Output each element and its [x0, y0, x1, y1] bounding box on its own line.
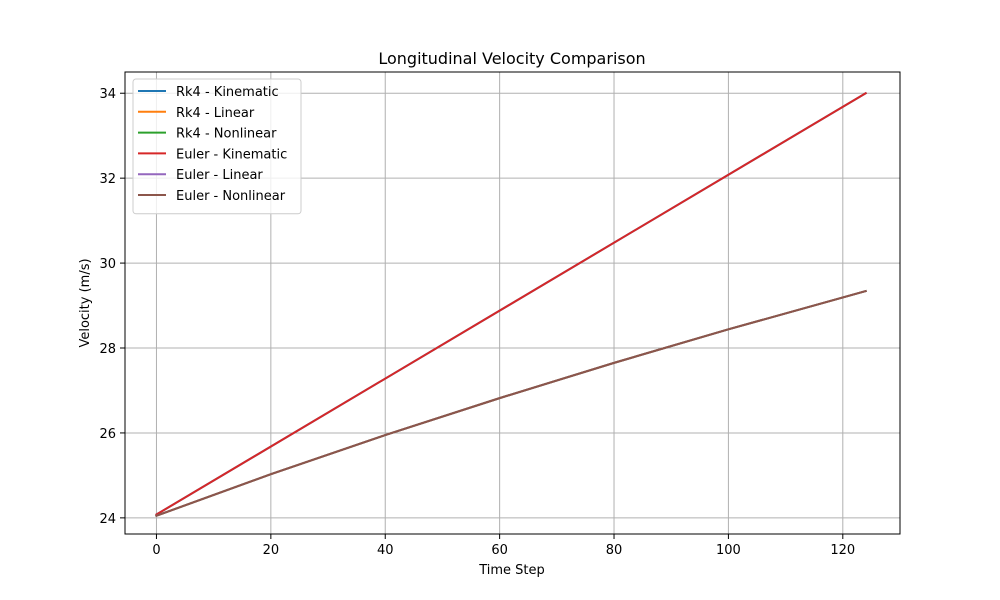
legend-label: Rk4 - Kinematic — [176, 85, 279, 100]
axis-ticks: 0 20 40 60 80 100 120 24 26 28 30 32 34 — [99, 87, 855, 558]
legend-label: Rk4 - Linear — [176, 106, 255, 121]
x-tick-label: 20 — [263, 543, 280, 558]
x-tick-label: 40 — [377, 543, 394, 558]
chart-title: Longitudinal Velocity Comparison — [378, 49, 645, 68]
x-tick-label: 80 — [606, 543, 623, 558]
y-tick-label: 30 — [99, 257, 116, 272]
y-tick-label: 32 — [99, 172, 116, 187]
x-axis-label: Time Step — [478, 563, 545, 578]
y-tick-label: 26 — [99, 427, 116, 442]
y-tick-label: 28 — [99, 342, 116, 357]
legend-label: Euler - Nonlinear — [176, 189, 286, 204]
legend-label: Euler - Kinematic — [176, 147, 287, 162]
x-tick-label: 0 — [152, 543, 160, 558]
y-tick-label: 24 — [99, 512, 116, 527]
legend-box — [132, 78, 302, 215]
x-tick-label: 120 — [830, 543, 855, 558]
series-lines — [155, 91, 868, 518]
plot-frame — [124, 71, 901, 535]
legend-label: Euler - Linear — [176, 168, 263, 183]
y-axis-label: Velocity (m/s) — [78, 258, 93, 347]
x-tick-label: 60 — [491, 543, 508, 558]
series-line-4 — [155, 91, 868, 516]
legend-label: Rk4 - Nonlinear — [176, 127, 277, 142]
x-tick-label: 100 — [716, 543, 741, 558]
grid — [125, 72, 900, 534]
series-line-6 — [155, 289, 867, 518]
y-tick-label: 34 — [99, 87, 116, 102]
legend: Rk4 - Kinematic Rk4 - Linear Rk4 - Nonline… — [132, 78, 302, 215]
